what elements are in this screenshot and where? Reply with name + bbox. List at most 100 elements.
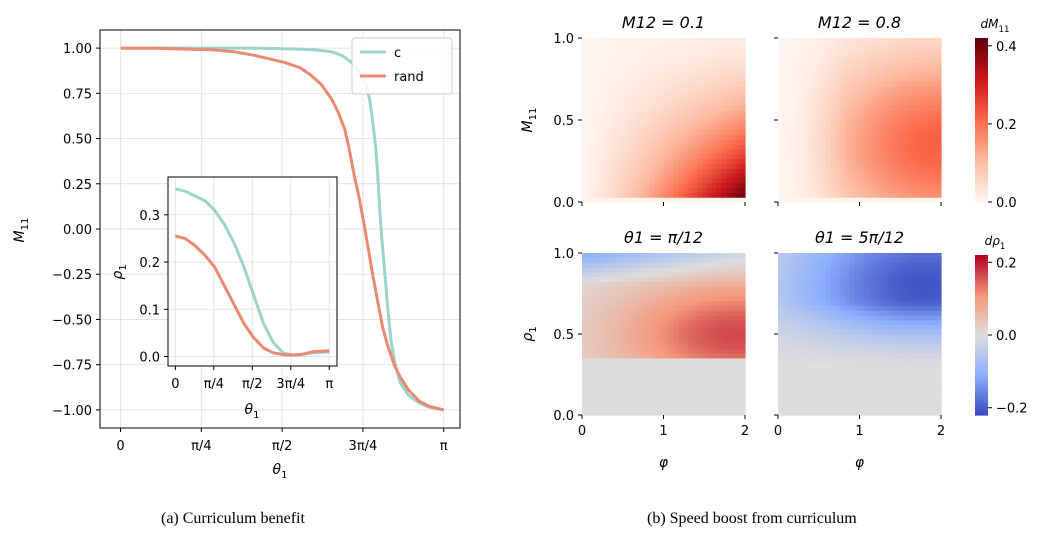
heatmap-cell	[888, 329, 894, 335]
heatmap-cell	[869, 86, 875, 92]
heatmap-cell	[634, 120, 641, 126]
heatmap-cell	[610, 129, 617, 136]
heatmap-cell	[859, 52, 865, 58]
heatmap-cell	[825, 81, 832, 87]
heatmap-cell	[701, 197, 708, 203]
heatmap-cell	[873, 262, 880, 268]
heatmap-cell	[845, 291, 851, 297]
heatmap-cell	[825, 187, 832, 193]
heatmap-cell	[840, 262, 846, 268]
heatmap-cell	[586, 177, 593, 184]
heatmap-cell	[782, 286, 789, 292]
heatmap-cell	[658, 262, 665, 268]
heatmap-cell	[591, 71, 597, 78]
heatmap-cell	[673, 281, 679, 287]
heatmap-cell	[596, 410, 602, 416]
heatmap-cell	[701, 319, 708, 326]
heatmap-cell	[926, 110, 933, 116]
heatmap-cell	[864, 257, 870, 264]
heatmap-cell	[864, 386, 870, 392]
heatmap-cell	[806, 163, 813, 169]
heatmap-cell	[620, 177, 626, 184]
heatmap-cell	[926, 42, 933, 49]
heatmap-cell	[634, 62, 641, 68]
heatmap-cell	[692, 291, 698, 297]
heatmap-cell	[653, 353, 660, 359]
heatmap-cell	[644, 253, 650, 259]
heatmap-cell	[596, 134, 602, 140]
heatmap-cell	[596, 177, 602, 184]
heatmap-cell	[936, 257, 942, 264]
heatmap-cell	[634, 144, 641, 150]
heatmap-cell	[854, 182, 861, 189]
colorbar-cell	[975, 177, 988, 181]
heatmap-cell	[849, 76, 856, 83]
heatmap-cell	[921, 110, 928, 116]
heatmap-cell	[725, 81, 732, 87]
heatmap-cell	[649, 62, 655, 68]
heatmap-cell	[835, 338, 841, 345]
heatmap-cell	[668, 86, 674, 92]
heatmap-cell	[663, 362, 669, 368]
heatmap-cell	[840, 120, 846, 126]
heatmap-cell	[725, 71, 732, 78]
heatmap-cell	[711, 400, 717, 407]
heatmap-cell	[917, 105, 923, 111]
heatmap-cell	[663, 38, 669, 44]
heatmap-cell	[797, 348, 803, 354]
heatmap-cell	[854, 139, 861, 145]
heatmap-cell	[582, 272, 588, 278]
heatmap-cell	[653, 367, 660, 373]
heatmap-cell	[706, 376, 713, 383]
heatmap-cell	[873, 173, 880, 179]
heatmap-cell	[711, 410, 717, 416]
heatmap-cell	[840, 276, 846, 283]
heatmap-cell	[936, 357, 942, 364]
heatmap-cell	[682, 395, 689, 402]
heatmap-cell	[893, 158, 899, 165]
heatmap-cell	[658, 71, 665, 78]
heatmap-cell	[787, 38, 793, 44]
heatmap-cell	[649, 197, 655, 203]
heatmap-cell	[653, 310, 660, 316]
heatmap-cell	[883, 182, 889, 189]
colorbar-cell	[975, 70, 988, 75]
heatmap-cell	[849, 319, 856, 326]
heatmap-cell	[849, 262, 856, 268]
heatmap-cell	[936, 42, 942, 49]
heatmap-cell	[864, 139, 870, 145]
heatmap-cell	[936, 47, 942, 54]
heatmap-cell	[849, 367, 856, 373]
heatmap-cell	[859, 324, 865, 330]
heatmap-cell	[586, 86, 593, 92]
heatmap-cell	[787, 168, 793, 174]
heatmap-cell	[725, 319, 732, 326]
heatmap-cell	[682, 272, 689, 278]
heatmap-cell	[912, 395, 918, 402]
heatmap-cell	[811, 95, 817, 102]
heatmap-cell	[797, 400, 803, 407]
heatmap-cell	[629, 124, 636, 131]
heatmap-cell	[917, 348, 923, 354]
heatmap-cell	[692, 367, 698, 373]
heatmap-cell	[816, 110, 822, 116]
heatmap-cell	[721, 324, 727, 330]
heatmap-cell	[605, 386, 612, 392]
heatmap-cell	[811, 334, 817, 340]
heatmap-cell	[701, 66, 708, 73]
heatmap-cell	[701, 329, 708, 335]
heatmap-cell	[806, 144, 813, 150]
heatmap-cell	[893, 305, 899, 311]
heatmap-cell	[854, 295, 861, 302]
heatmap-cell	[740, 362, 746, 368]
heatmap-cell	[806, 168, 813, 174]
heatmap-cell	[721, 52, 727, 58]
heatmap-cell	[687, 95, 693, 102]
heatmap-cell	[634, 81, 641, 87]
heatmap-cell	[735, 324, 741, 330]
heatmap-cell	[716, 257, 722, 264]
heatmap-cell	[591, 120, 597, 126]
heatmap-cell	[711, 52, 717, 58]
heatmap-cell	[582, 187, 588, 193]
heatmap-cell	[582, 391, 588, 397]
